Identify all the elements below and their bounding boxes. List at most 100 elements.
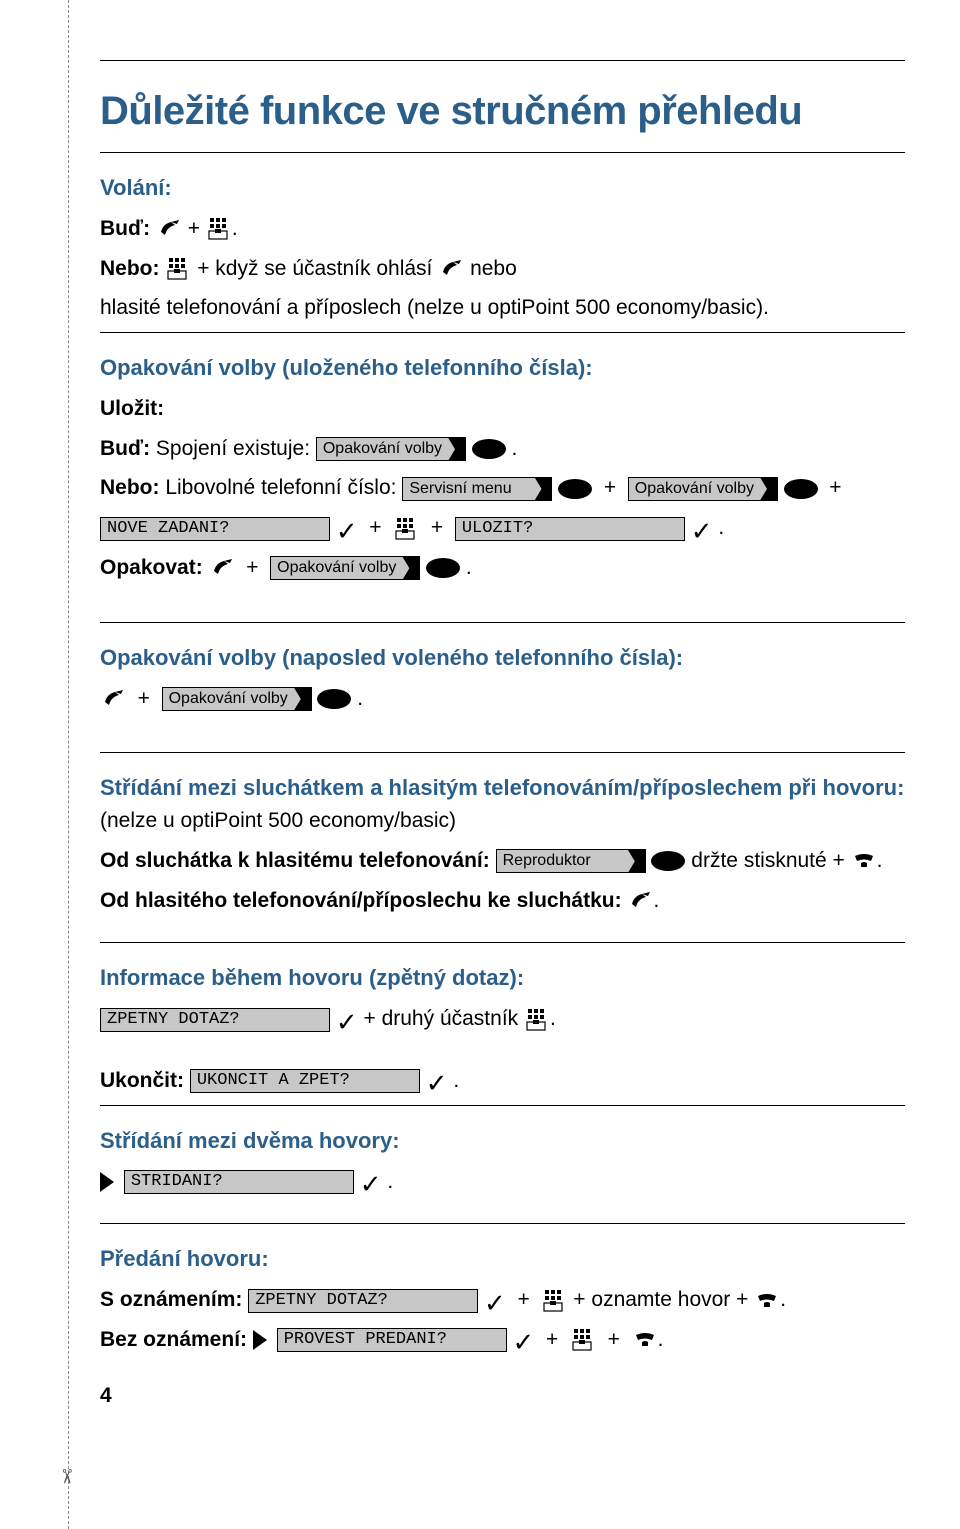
section-heading: Opakování volby (uloženého telefonního č… (100, 355, 905, 381)
label: Od sluchátka k hlasitému telefonování: (100, 849, 496, 872)
triangle-icon (100, 1172, 114, 1192)
section-heading: Informace během hovoru (zpětný dotaz): (100, 965, 905, 991)
section-heading: Opakování volby (naposled voleného telef… (100, 645, 905, 671)
label: Opakovat: (100, 556, 203, 579)
handset-up-icon (627, 890, 653, 912)
subtext: (nelze u optiPoint 500 economy/basic) (100, 803, 905, 839)
display-label: NOVE ZADANI? (100, 517, 330, 541)
label: S oznámením: (100, 1288, 248, 1311)
keypad-icon (393, 518, 419, 540)
text: + oznamte hovor + (573, 1288, 754, 1311)
display-label: ZPETNY DOTAZ? (100, 1008, 330, 1032)
handset-up-icon (209, 557, 235, 579)
section-stridani-hovory: Střídání mezi dvěma hovory: STRIDANI? ✓ … (100, 1128, 905, 1200)
display-label: ZPETNY DOTAZ? (248, 1289, 478, 1313)
keypad-icon (524, 1009, 550, 1031)
label: Buď: (100, 437, 150, 460)
display-text: ZPETNY DOTAZ? (255, 1291, 388, 1310)
line: ZPETNY DOTAZ? ✓ + druhý účastník . (100, 1001, 905, 1037)
label: Bez oznámení: (100, 1328, 253, 1351)
line: Ukončit: UKONCIT A ZPET? ✓ . (100, 1063, 905, 1099)
display-label: Opakování volby (162, 687, 312, 711)
display-label: Servisní menu (402, 477, 552, 501)
text: Spojení existuje: (150, 437, 316, 460)
display-label: ULOZIT? (455, 517, 685, 541)
display-text: UKONCIT A ZPET? (197, 1071, 350, 1090)
line: Od hlasitého telefonování/příposlechu ke… (100, 883, 905, 919)
scissor-icon: ✂ (54, 1468, 79, 1485)
label: Uložit: (100, 391, 905, 427)
section-stridani-sluchatko: Střídání mezi sluchátkem a hlasitým tele… (100, 775, 905, 918)
section-heading: Střídání mezi dvěma hovory: (100, 1128, 905, 1154)
text: držte stisknuté + (691, 849, 850, 872)
line: STRIDANI? ✓ . (100, 1164, 905, 1200)
line: Bez oznámení: PROVEST PREDANI? ✓ + + . (100, 1322, 905, 1358)
display-tab-icon (402, 556, 420, 580)
section-heading: Volání: (100, 175, 905, 201)
rule (100, 332, 905, 333)
line: Nebo: + když se účastník ohlásí nebo (100, 251, 905, 287)
line: Buď: + . (100, 211, 905, 247)
line: Buď: Spojení existuje: Opakování volby . (100, 431, 905, 467)
oval-key-icon (651, 851, 685, 871)
display-tab-icon (534, 477, 552, 501)
handset-up-icon (100, 688, 126, 710)
oval-key-icon (472, 439, 506, 459)
section-predani: Předání hovoru: S oznámením: ZPETNY DOTA… (100, 1246, 905, 1357)
oval-key-icon (558, 479, 592, 499)
display-text: Opakování volby (169, 690, 288, 707)
display-text: ULOZIT? (462, 519, 533, 538)
line: Nebo: Libovolné telefonní číslo: Servisn… (100, 470, 905, 506)
display-label: Opakování volby (628, 477, 778, 501)
display-text: NOVE ZADANI? (107, 519, 229, 538)
rule (100, 622, 905, 623)
display-label: PROVEST PREDANI? (277, 1328, 507, 1352)
display-tab-icon (760, 477, 778, 501)
text: + když se účastník ohlásí (197, 257, 438, 280)
display-label: Opakování volby (270, 556, 420, 580)
display-tab-icon (294, 687, 312, 711)
oval-key-icon (784, 479, 818, 499)
section-volani: Volání: Buď: + . Nebo: + když se účastní… (100, 175, 905, 326)
display-tab-icon (448, 437, 466, 461)
label: Nebo: (100, 476, 160, 499)
text: Libovolné telefonní číslo: (160, 476, 403, 499)
text: + druhý účastník (363, 1007, 524, 1030)
label: Nebo: (100, 257, 160, 280)
page-number: 4 (100, 1384, 905, 1408)
label: Buď: (100, 217, 150, 240)
line: Opakovat: + Opakování volby . (100, 550, 905, 586)
display-label: Opakování volby (316, 437, 466, 461)
text: hlasité telefonování a příposlech (nelze… (100, 290, 905, 326)
line: NOVE ZADANI? ✓ + + ULOZIT? ✓ . (100, 510, 905, 546)
rule (100, 60, 905, 61)
rule (100, 752, 905, 753)
cut-line (68, 0, 69, 1529)
oval-key-icon (317, 689, 351, 709)
keypad-icon (541, 1290, 567, 1312)
label: Ukončit: (100, 1069, 190, 1092)
display-text: Opakování volby (323, 440, 442, 457)
section-opak-uloz: Opakování volby (uloženého telefonního č… (100, 355, 905, 585)
section-opak-naposled: Opakování volby (naposled voleného telef… (100, 645, 905, 717)
text: nebo (470, 257, 517, 280)
label: Od hlasitého telefonování/příposlechu ke… (100, 889, 627, 912)
section-heading: Střídání mezi sluchátkem a hlasitým tele… (100, 775, 905, 801)
handset-down-icon (754, 1290, 780, 1312)
oval-key-icon (426, 558, 460, 578)
line: Od sluchátka k hlasitému telefonování: R… (100, 843, 905, 879)
display-text: STRIDANI? (131, 1172, 223, 1191)
display-text: Opakování volby (635, 480, 754, 497)
triangle-icon (253, 1330, 267, 1350)
handset-up-icon (438, 258, 464, 280)
keypad-icon (165, 258, 191, 280)
section-heading: Předání hovoru: (100, 1246, 905, 1272)
display-tab-icon (628, 849, 646, 873)
display-text: ZPETNY DOTAZ? (107, 1010, 240, 1029)
display-text: Reproduktor (503, 852, 591, 869)
line: + Opakování volby . (100, 681, 905, 717)
rule (100, 1105, 905, 1106)
handset-up-icon (156, 218, 182, 240)
display-text: Servisní menu (409, 480, 511, 497)
page: ✂ Důležité funkce ve stručném přehledu V… (0, 0, 960, 1529)
